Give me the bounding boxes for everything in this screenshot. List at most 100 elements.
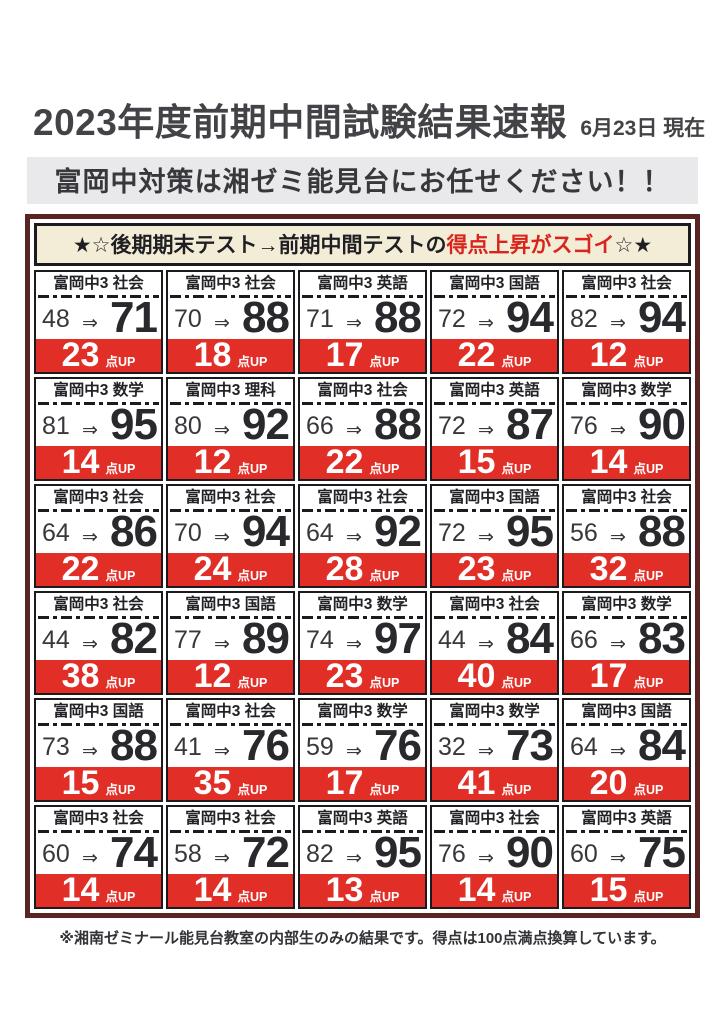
cell-scores: 48 ⇒ 71 [36, 298, 161, 339]
score-after: 90 [638, 404, 686, 446]
points-up-label: 点UP [237, 568, 268, 583]
cell-subject-label: 富岡中3 国語 [53, 703, 144, 720]
score-before: 66 [570, 626, 598, 654]
arrow-right-icon: ⇒ [609, 741, 626, 762]
result-cell: 富岡中3 社会 70 ⇒ 88 18 点UP [166, 270, 295, 374]
title-row: 2023年度前期中間試験結果速報 6月23日 現在 [33, 92, 725, 146]
points-up-bar: 14 点UP [36, 445, 161, 479]
cell-scores: 73 ⇒ 88 [36, 726, 161, 767]
points-up-label: 点UP [237, 461, 268, 476]
cell-scores: 56 ⇒ 88 [564, 512, 689, 553]
arrow-right-icon: ⇒ [213, 741, 230, 762]
cell-subject-label: 富岡中3 国語 [185, 596, 276, 613]
points-up-value: 17 [325, 336, 364, 375]
points-up-value: 23 [457, 550, 496, 589]
arrow-right-icon: ⇒ [609, 313, 626, 334]
points-up-value: 23 [325, 657, 364, 696]
dash-separator [302, 294, 423, 298]
result-cell: 富岡中3 社会 60 ⇒ 74 14 点UP [34, 805, 163, 909]
cell-scores: 81 ⇒ 95 [36, 405, 161, 446]
cell-scores: 60 ⇒ 74 [36, 833, 161, 874]
points-up-label: 点UP [369, 354, 400, 369]
result-cell: 富岡中3 国語 77 ⇒ 89 12 点UP [166, 591, 295, 695]
score-after: 90 [506, 832, 554, 874]
result-cell: 富岡中3 数学 66 ⇒ 83 17 点UP [562, 591, 691, 695]
score-after: 76 [242, 725, 290, 767]
points-up-value: 12 [193, 443, 232, 482]
result-cell: 富岡中3 数学 59 ⇒ 76 17 点UP [298, 698, 427, 802]
points-up-bar: 23 点UP [300, 657, 425, 696]
arrow-right-icon: ⇒ [477, 527, 494, 548]
score-after: 94 [506, 297, 554, 339]
score-after: 95 [506, 511, 554, 553]
arrow-right-icon: ⇒ [345, 741, 362, 762]
points-up-label: 点UP [237, 782, 268, 797]
points-up-label: 点UP [633, 782, 664, 797]
score-before: 76 [438, 840, 466, 868]
points-up-value: 32 [589, 550, 628, 589]
points-up-value: 40 [457, 657, 496, 696]
points-up-label: 点UP [237, 889, 268, 904]
arrow-right-icon: ⇒ [609, 634, 626, 655]
score-after: 76 [374, 725, 422, 767]
points-up-value: 17 [589, 657, 628, 696]
points-up-value: 20 [589, 764, 628, 803]
cell-subject-label: 富岡中3 社会 [53, 275, 144, 292]
score-after: 95 [110, 404, 158, 446]
arrow-right-icon: ⇒ [345, 420, 362, 441]
score-after: 95 [374, 832, 422, 874]
points-up-bar: 15 点UP [432, 445, 557, 479]
points-up-value: 14 [61, 871, 100, 910]
dash-separator [434, 722, 555, 726]
cell-subject-label: 富岡中3 社会 [317, 382, 408, 399]
points-up-label: 点UP [237, 675, 268, 690]
score-after: 92 [242, 404, 290, 446]
score-after: 83 [638, 618, 686, 660]
score-after: 87 [506, 404, 554, 446]
date-note: 6月23日 現在 [580, 117, 706, 140]
board-header-suffix: ☆★ [614, 234, 653, 257]
dash-separator [170, 615, 291, 619]
result-cell: 富岡中3 英語 60 ⇒ 75 15 点UP [562, 805, 691, 909]
result-cell: 富岡中3 英語 72 ⇒ 87 15 点UP [430, 377, 559, 481]
cell-subject-label: 富岡中3 英語 [317, 275, 408, 292]
cell-scores: 70 ⇒ 88 [168, 298, 293, 339]
result-cell: 富岡中3 数学 74 ⇒ 97 23 点UP [298, 591, 427, 695]
result-cell: 富岡中3 数学 76 ⇒ 90 14 点UP [562, 377, 691, 481]
score-before: 80 [174, 412, 202, 440]
cell-subject-label: 富岡中3 英語 [581, 810, 672, 827]
dash-separator [38, 401, 159, 405]
points-up-bar: 15 点UP [564, 873, 689, 907]
dash-separator [434, 829, 555, 833]
points-up-label: 点UP [501, 675, 532, 690]
points-up-value: 13 [325, 871, 364, 910]
points-up-value: 24 [193, 550, 232, 589]
cell-subject-label: 富岡中3 社会 [53, 596, 144, 613]
points-up-bar: 24 点UP [168, 550, 293, 589]
cell-scores: 44 ⇒ 82 [36, 619, 161, 660]
points-up-value: 12 [589, 336, 628, 375]
result-cell: 富岡中3 国語 73 ⇒ 88 15 点UP [34, 698, 163, 802]
points-up-bar: 14 点UP [36, 871, 161, 910]
arrow-right-icon: ⇒ [81, 634, 98, 655]
points-up-bar: 15 点UP [36, 766, 161, 800]
cell-scores: 64 ⇒ 86 [36, 512, 161, 553]
result-cell: 富岡中3 英語 71 ⇒ 88 17 点UP [298, 270, 427, 374]
result-cell: 富岡中3 社会 64 ⇒ 92 28 点UP [298, 484, 427, 588]
score-after: 89 [242, 618, 290, 660]
cell-subject-label: 富岡中3 社会 [581, 275, 672, 292]
cell-subject-label: 富岡中3 社会 [185, 489, 276, 506]
dash-separator [302, 829, 423, 833]
cell-subject-label: 富岡中3 社会 [185, 810, 276, 827]
points-up-label: 点UP [105, 354, 136, 369]
score-before: 72 [438, 412, 466, 440]
score-before: 82 [306, 840, 334, 868]
cell-subject-label: 富岡中3 数学 [317, 703, 408, 720]
score-after: 97 [374, 618, 422, 660]
arrow-right-icon: ⇒ [477, 313, 494, 334]
points-up-bar: 35 点UP [168, 766, 293, 800]
result-cell: 富岡中3 社会 56 ⇒ 88 32 点UP [562, 484, 691, 588]
score-after: 73 [506, 725, 554, 767]
points-up-label: 点UP [633, 889, 664, 904]
score-before: 48 [42, 305, 70, 333]
